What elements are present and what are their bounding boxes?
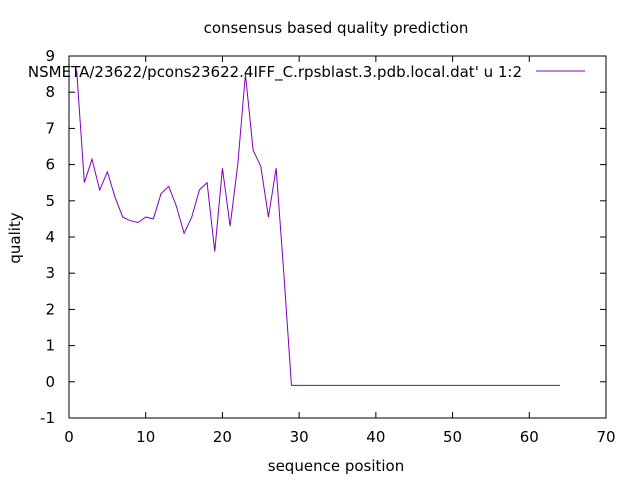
- axis-ticks: [68, 55, 607, 419]
- y-tick-label: 0: [45, 373, 55, 391]
- legend: NSMETA/23622/pcons23622.4IFF_C.rpsblast.…: [28, 63, 585, 82]
- y-axis-title: quality: [6, 212, 24, 263]
- y-tick-label: 4: [45, 228, 55, 246]
- tick-labels: 0 10 20 30 40 50 60 70 -1 0 1 2 3 4 5 6 7 8 9: [40, 47, 616, 446]
- x-tick-label: 40: [366, 428, 385, 446]
- chart-title: consensus based quality prediction: [204, 19, 469, 37]
- y-tick-label: 3: [45, 264, 55, 282]
- y-tick-label: -1: [40, 409, 55, 427]
- x-tick-label: 10: [136, 428, 155, 446]
- x-tick-label: 50: [443, 428, 462, 446]
- x-tick-label: 30: [290, 428, 309, 446]
- x-tick-label: 60: [520, 428, 539, 446]
- series-line: [76, 70, 560, 386]
- x-tick-label: 70: [596, 428, 615, 446]
- plot-frame: [68, 55, 607, 419]
- y-tick-label: 9: [45, 47, 55, 65]
- x-tick-label: 0: [64, 428, 74, 446]
- y-tick-label: 5: [45, 192, 55, 210]
- y-tick-label: 1: [45, 337, 55, 355]
- y-tick-label: 6: [45, 156, 55, 174]
- x-axis-title: sequence position: [268, 457, 404, 475]
- y-tick-label: 7: [45, 119, 55, 137]
- y-tick-label: 8: [45, 83, 55, 101]
- y-tick-label: 2: [45, 300, 55, 318]
- legend-label: NSMETA/23622/pcons23622.4IFF_C.rpsblast.…: [28, 63, 522, 82]
- x-tick-label: 20: [213, 428, 232, 446]
